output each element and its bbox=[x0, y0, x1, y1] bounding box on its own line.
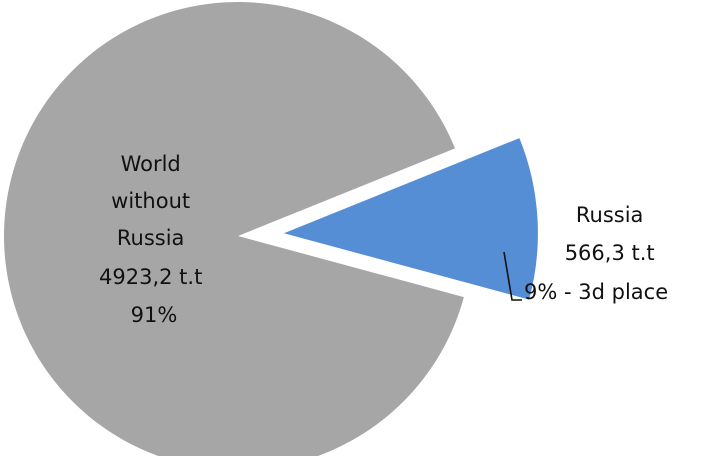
russia-value-label: 566,3 t.t bbox=[565, 241, 655, 265]
pie-slices bbox=[4, 2, 538, 456]
world-slice-label: World without Russia 4923,2 t.t 91% bbox=[99, 152, 209, 327]
world-label-line: World bbox=[121, 152, 181, 176]
world-value-label: 4923,2 t.t bbox=[99, 265, 202, 289]
world-percent-label: 91% bbox=[131, 303, 178, 327]
russia-slice-label: Russia 566,3 t.t 9% - 3d place bbox=[524, 203, 668, 304]
pie-slice-russia bbox=[283, 138, 538, 300]
russia-percent-label: 9% - 3d place bbox=[524, 280, 668, 304]
russia-leader-line bbox=[503, 251, 522, 301]
russia-label-line: Russia bbox=[576, 203, 644, 227]
world-label-line: without bbox=[111, 189, 190, 213]
pie-slice-world-without-russia bbox=[4, 2, 464, 456]
world-label-line: Russia bbox=[117, 226, 185, 250]
